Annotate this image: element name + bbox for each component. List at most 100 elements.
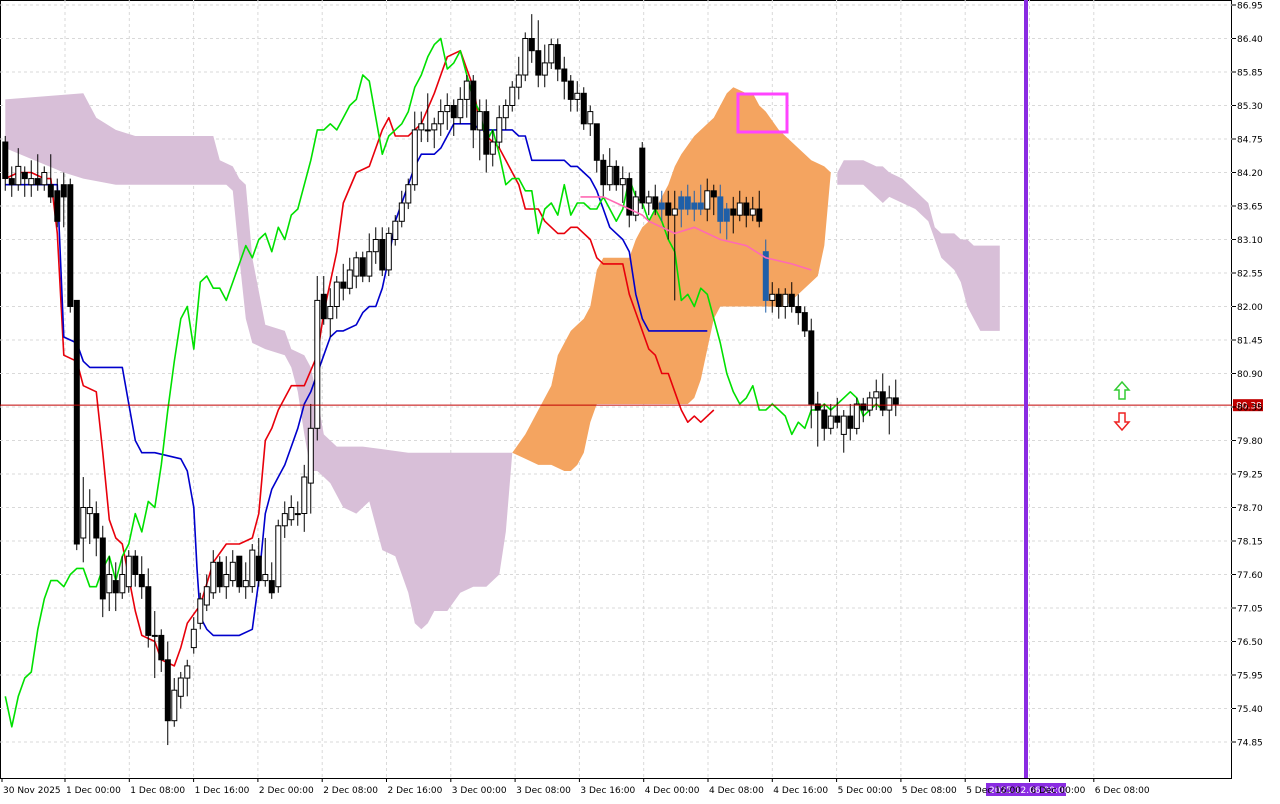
candle-body bbox=[684, 196, 691, 210]
y-tick-label: 84.75 bbox=[1237, 136, 1263, 146]
candle bbox=[808, 318, 815, 429]
candle bbox=[197, 592, 204, 630]
price-axis[interactable]: 86.95 86.40 85.85 85.30 84.75 84.20 83.65 83.10… bbox=[1232, 2, 1263, 749]
candle bbox=[535, 20, 542, 88]
candle bbox=[268, 562, 275, 599]
candle bbox=[749, 196, 756, 222]
time-marker-line[interactable] bbox=[1024, 0, 1028, 778]
candle bbox=[723, 202, 730, 240]
time-axis[interactable]: 30 Nov 2025 1 Dec 00:00 1 Dec 08:00 1 Dec 1… bbox=[1, 778, 1150, 796]
candle-body bbox=[184, 665, 191, 679]
candle-body bbox=[229, 561, 236, 582]
candle-body bbox=[691, 202, 698, 210]
candle-body bbox=[782, 293, 789, 307]
candle-body bbox=[892, 397, 899, 405]
y-tick-label: 85.85 bbox=[1237, 69, 1263, 79]
candle bbox=[684, 184, 691, 216]
candle bbox=[229, 550, 236, 587]
y-tick-label: 83.65 bbox=[1237, 203, 1263, 213]
y-tick-label: 79.80 bbox=[1237, 437, 1263, 447]
candle-body bbox=[385, 232, 392, 271]
candle bbox=[28, 160, 35, 197]
candle-body bbox=[346, 269, 353, 289]
candle-body bbox=[762, 251, 769, 301]
candle bbox=[736, 190, 743, 222]
candle bbox=[821, 403, 828, 441]
candle-body bbox=[431, 123, 438, 131]
candle-body bbox=[535, 50, 542, 76]
candle-body bbox=[34, 178, 41, 186]
candle bbox=[405, 178, 412, 210]
candle-body bbox=[405, 184, 412, 204]
y-tick-label: 74.85 bbox=[1237, 739, 1263, 749]
candle-body bbox=[457, 98, 464, 119]
candle bbox=[411, 111, 418, 191]
candle-body bbox=[697, 202, 704, 210]
candle bbox=[717, 184, 724, 234]
candle-body bbox=[307, 427, 314, 484]
candle bbox=[795, 294, 802, 325]
candle-body bbox=[554, 44, 561, 70]
candle-body bbox=[873, 391, 880, 399]
candle bbox=[463, 75, 470, 118]
candle bbox=[288, 495, 295, 526]
arrow-down-icon[interactable] bbox=[1113, 412, 1131, 432]
candle bbox=[691, 190, 698, 222]
candle-body bbox=[652, 196, 659, 210]
candle bbox=[372, 227, 379, 264]
candle-body bbox=[853, 403, 860, 429]
candle bbox=[548, 38, 555, 69]
candle bbox=[496, 105, 503, 149]
candle bbox=[502, 99, 509, 130]
candle bbox=[879, 373, 886, 417]
candle-body bbox=[626, 178, 633, 216]
candle bbox=[262, 537, 269, 587]
candle-body bbox=[242, 580, 249, 588]
candle-body bbox=[268, 580, 275, 594]
current-price-label: 80.38 bbox=[1236, 402, 1262, 412]
candle bbox=[353, 251, 360, 289]
candle-body bbox=[814, 403, 821, 411]
candle-body bbox=[437, 111, 444, 125]
x-tick-label: 4 Dec 00:00 bbox=[645, 786, 700, 796]
candle-body bbox=[41, 172, 48, 186]
candle-body bbox=[210, 561, 217, 594]
highlight-box[interactable] bbox=[736, 92, 789, 134]
x-tick-label: 2 Dec 08:00 bbox=[323, 786, 378, 796]
candle-body bbox=[216, 561, 223, 588]
candle bbox=[470, 75, 477, 149]
candle bbox=[554, 38, 561, 82]
candle-body bbox=[476, 111, 483, 131]
candle bbox=[333, 276, 340, 319]
y-tick-label: 83.10 bbox=[1237, 236, 1263, 246]
x-tick-label: 4 Dec 16:00 bbox=[773, 786, 828, 796]
candle bbox=[385, 227, 392, 277]
candle bbox=[86, 489, 93, 545]
overlays: 80.38 2025.12.06 00:00 bbox=[0, 0, 1263, 796]
candle bbox=[164, 641, 171, 746]
candle bbox=[515, 56, 522, 100]
candle-body bbox=[665, 202, 672, 216]
candle bbox=[346, 257, 353, 295]
candle-body bbox=[561, 68, 568, 82]
candle bbox=[2, 135, 9, 191]
candle bbox=[769, 282, 776, 313]
arrow-up-icon[interactable] bbox=[1113, 380, 1131, 400]
candle bbox=[320, 276, 327, 325]
candle bbox=[658, 190, 665, 222]
candle-body bbox=[366, 251, 373, 277]
candle-body bbox=[717, 196, 724, 222]
candle-body bbox=[249, 549, 256, 588]
candle-body bbox=[723, 208, 730, 222]
candle-body bbox=[730, 208, 737, 216]
candle bbox=[223, 556, 230, 599]
candle-body bbox=[710, 190, 717, 198]
candle bbox=[671, 190, 678, 301]
candle bbox=[541, 44, 548, 88]
candle bbox=[138, 556, 145, 599]
y-tick-label: 82.55 bbox=[1237, 270, 1263, 280]
x-tick-label: 1 Dec 08:00 bbox=[130, 786, 185, 796]
candle bbox=[606, 148, 613, 191]
